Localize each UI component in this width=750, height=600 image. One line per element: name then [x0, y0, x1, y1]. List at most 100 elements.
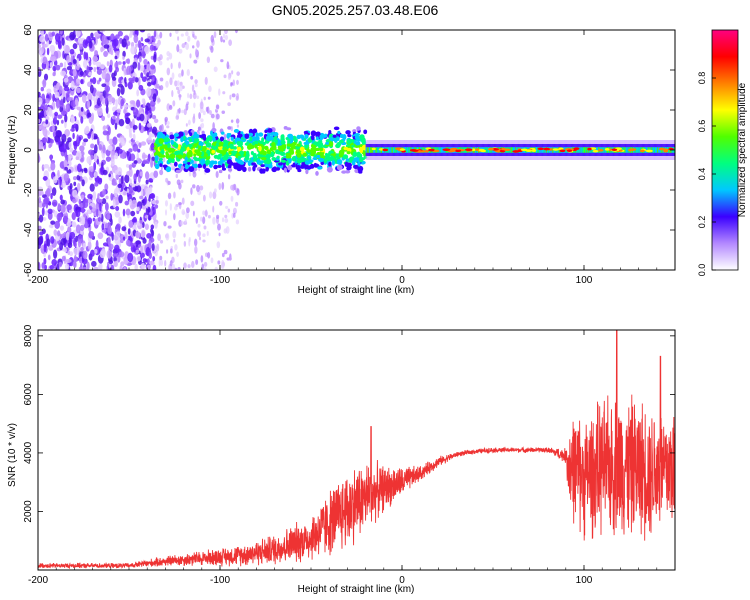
spectrogram-cell: [221, 110, 226, 114]
spectrogram-cell: [237, 155, 241, 160]
spectrogram-cell: [185, 211, 190, 220]
spectrogram-cell: [159, 77, 164, 82]
spectrogram-cell: [206, 230, 209, 236]
spectrogram-cell: [132, 133, 136, 141]
spectrogram-cell: [210, 257, 214, 264]
spectrogram-cell: [51, 31, 56, 37]
spectrogram-cell: [181, 109, 184, 114]
spectrogram-cell: [134, 77, 139, 83]
spectrogram-cell: [645, 149, 653, 153]
spectrogram-cell: [66, 204, 72, 211]
spectrogram-cell: [40, 102, 46, 110]
spectrogram-cell: [108, 64, 113, 73]
spectrogram-cell: [138, 122, 142, 131]
spectrogram-cell: [164, 200, 169, 207]
spectrogram-cell: [154, 248, 159, 257]
spectrogram-cell: [221, 252, 225, 258]
y-tick-label: -40: [23, 222, 34, 237]
spectrogram-cell: [96, 68, 103, 75]
spectrogram-cell: [44, 264, 48, 270]
spectrogram-cell: [227, 126, 232, 130]
spectrogram-cell: [205, 161, 209, 166]
spectrogram-cell: [166, 51, 170, 57]
spectrogram-cell: [270, 135, 274, 141]
spectrogram-cell: [202, 216, 206, 224]
spectrogram-cell: [141, 205, 147, 210]
spectrogram-cell: [119, 238, 124, 244]
spectrogram-cell: [48, 143, 52, 149]
spectrogram-cell: [338, 139, 344, 144]
spectrogram-cell: [101, 115, 106, 122]
spectrogram-cell: [202, 194, 206, 202]
spectrogram-cell: [115, 205, 120, 212]
spectrogram-cell: [195, 48, 198, 56]
spectrogram-cell: [62, 96, 66, 104]
spectrogram-cell: [151, 205, 154, 212]
y-tick-label: -60: [23, 262, 34, 277]
spectrogram-cell: [262, 141, 266, 146]
spectrogram-cell: [220, 59, 224, 63]
spectrogram-cell: [81, 94, 87, 103]
spectrogram-cell: [185, 42, 189, 50]
spectrogram-cell: [166, 125, 170, 129]
spectrogram-cell: [153, 170, 159, 179]
spectrogram-cell: [91, 130, 94, 141]
spectrogram-cell: [185, 31, 189, 37]
spectrogram-cell: [72, 59, 77, 64]
spectrogram-cell: [123, 191, 127, 196]
x-tick-label: 100: [576, 575, 593, 586]
spectrogram-cell: [162, 164, 168, 168]
spectrogram-cell: [185, 103, 189, 111]
spectrogram-cell: [58, 85, 63, 94]
spectrogram-cell: [126, 188, 130, 193]
spectrogram-cell: [73, 141, 78, 151]
spectrogram-cell: [195, 217, 198, 224]
x-tick-label: -100: [210, 575, 230, 586]
spectrogram-cell: [224, 217, 229, 224]
spectrogram-cell: [42, 202, 46, 208]
spectrogram-cell: [264, 145, 269, 151]
spectrogram-cell: [147, 206, 151, 213]
spectrogram-cell: [244, 133, 250, 139]
spectrogram-cell: [181, 197, 185, 205]
spectrogram-cell: [130, 45, 137, 55]
spectrogram-cell: [75, 30, 81, 38]
y-tick-label: 6000: [23, 383, 34, 406]
spectrogram-cell: [124, 76, 127, 84]
spectrogram-cell: [144, 171, 150, 180]
spectrogram-cell: [197, 230, 201, 237]
spectrogram-cell: [43, 257, 47, 265]
spectrogram-cell: [106, 81, 110, 86]
spectrogram-cell: [53, 249, 58, 259]
spectrogram-cell: [155, 195, 159, 201]
spectrogram-cell: [311, 144, 317, 149]
spectrogram-cell: [38, 97, 43, 106]
spectrogram-cell: [226, 158, 233, 165]
spectrogram-cell: [78, 171, 83, 177]
spectrogram-cell: [110, 264, 115, 270]
spectrogram-cell: [328, 141, 334, 147]
spectrogram-cell: [231, 70, 234, 75]
spectrogram-cell: [76, 182, 81, 192]
spectrogram-cell: [151, 243, 155, 252]
spectrogram-cell: [566, 149, 573, 153]
spectrogram-cell: [197, 223, 201, 228]
spectrogram-cell: [69, 231, 76, 240]
spectrogram-cell: [56, 212, 63, 222]
spectrogram-cell: [114, 211, 121, 218]
spectrogram-cell: [127, 81, 133, 90]
spectrogram-cell: [178, 182, 182, 190]
spectrogram-cell: [170, 139, 174, 145]
chart-title: GN05.2025.257.03.48.E06: [272, 2, 439, 18]
spectrogram-cell: [170, 245, 173, 250]
spectrogram-cell: [237, 164, 243, 168]
spectrogram-cell: [108, 173, 111, 178]
spectrogram-cell: [149, 89, 156, 95]
spectrogram-cell: [252, 152, 257, 159]
spectrogram-cell: [189, 53, 192, 59]
spectrogram-cell: [156, 43, 160, 47]
spectrogram-cell: [273, 131, 279, 137]
spectrogram-cell: [107, 226, 112, 235]
spectrogram-cell: [61, 143, 67, 153]
spectrogram-cell: [166, 103, 171, 112]
